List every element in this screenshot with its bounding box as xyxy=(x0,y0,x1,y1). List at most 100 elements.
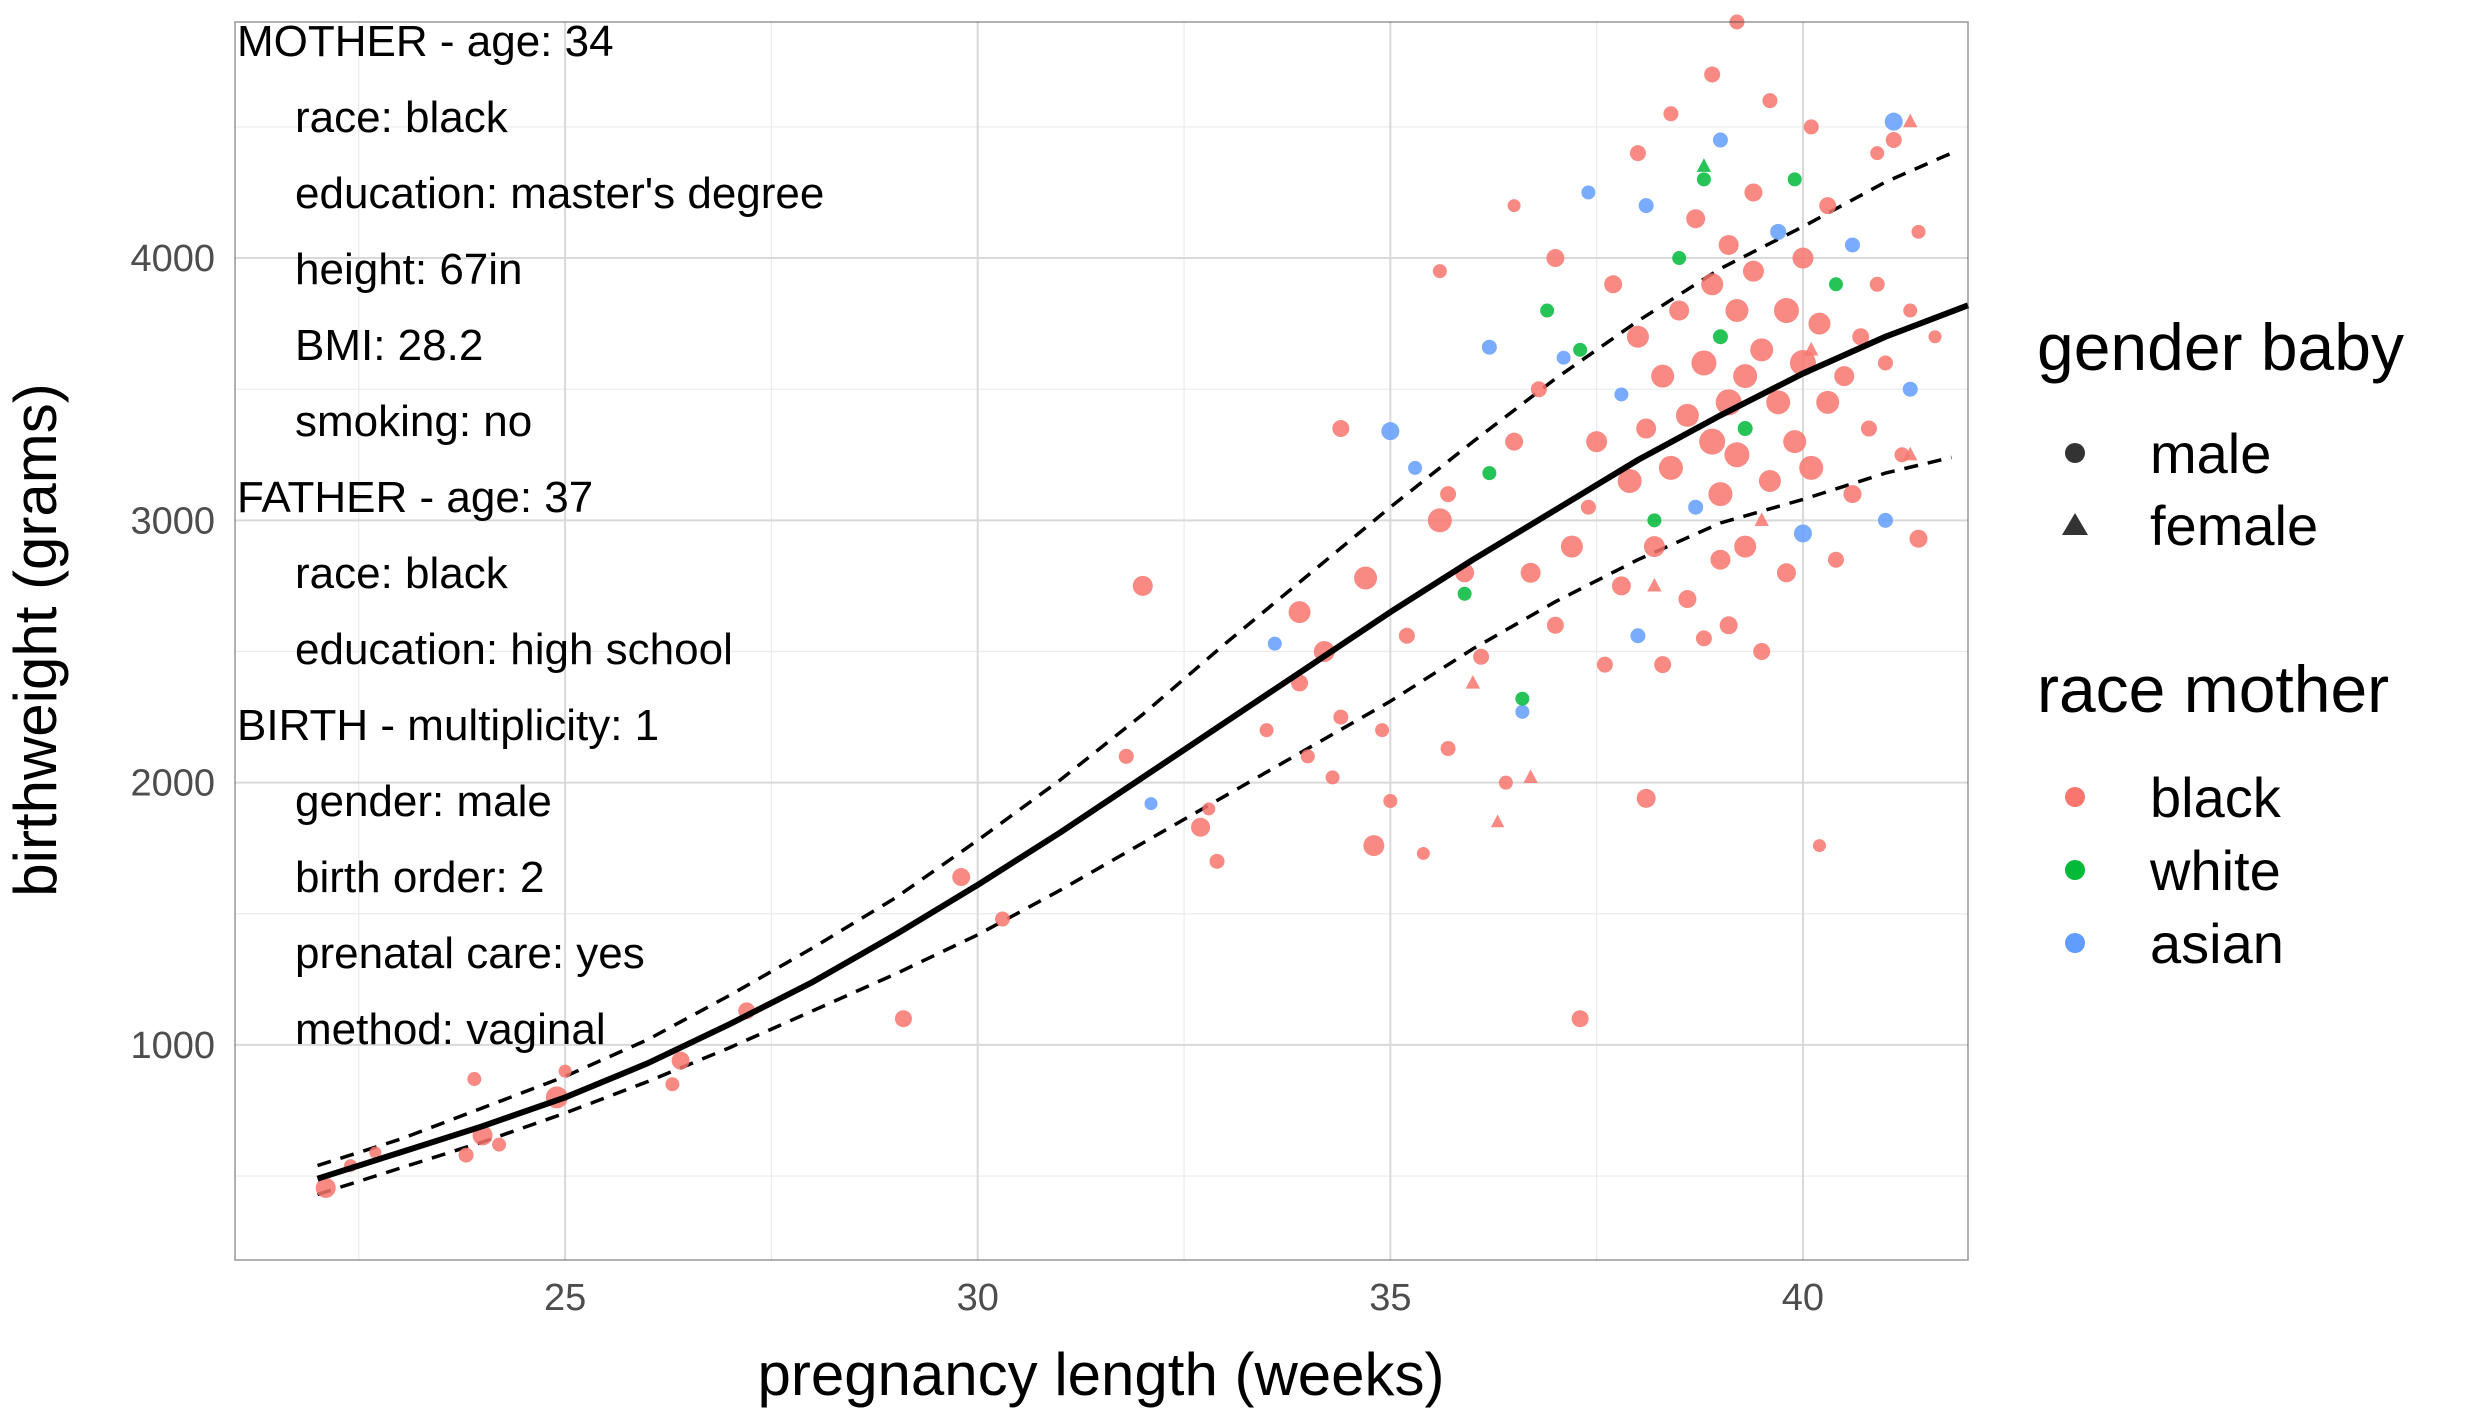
data-point xyxy=(1766,390,1791,415)
data-point xyxy=(1928,330,1942,344)
data-point xyxy=(1852,328,1870,346)
data-point xyxy=(1885,132,1902,149)
data-point xyxy=(467,1072,482,1087)
annotation-line: height: 67in xyxy=(295,245,523,294)
data-point xyxy=(1381,422,1400,441)
data-point xyxy=(1457,586,1472,601)
data-point xyxy=(1363,835,1385,857)
x-tick-label: 30 xyxy=(957,1277,999,1319)
legend-black-label: black xyxy=(2150,766,2282,829)
data-point xyxy=(1440,486,1457,503)
data-point xyxy=(1654,656,1672,674)
fit-line-group xyxy=(316,302,1970,1182)
data-point xyxy=(1440,741,1456,757)
data-point xyxy=(1691,350,1717,376)
data-point xyxy=(1530,381,1547,398)
data-point xyxy=(1695,630,1712,647)
data-point xyxy=(1465,674,1481,689)
data-point xyxy=(1884,112,1903,131)
data-point xyxy=(1911,224,1926,239)
data-point xyxy=(1580,499,1596,515)
data-point xyxy=(1571,1010,1589,1028)
annotation-line: MOTHER - age: 34 xyxy=(237,17,614,66)
data-point xyxy=(1643,536,1665,558)
x-tick-labels: 25 30 35 40 xyxy=(544,1277,1824,1319)
data-point xyxy=(1520,562,1541,583)
data-point xyxy=(1750,338,1774,362)
data-point xyxy=(1758,470,1781,493)
annotation-line: race: black xyxy=(295,549,509,598)
data-point xyxy=(1812,839,1826,853)
data-point xyxy=(1604,275,1623,294)
data-point xyxy=(492,1137,507,1152)
legend-male-key xyxy=(2065,443,2085,463)
panel-border xyxy=(234,21,1969,1261)
y-axis-title: birthweight (grams) xyxy=(2,383,69,897)
legend-gender: gender baby male female xyxy=(2037,310,2404,557)
data-point xyxy=(1877,355,1893,371)
data-points xyxy=(315,14,1942,1198)
annotation-block: MOTHER - age: 34 race: black education: ma… xyxy=(237,17,824,1054)
data-point xyxy=(1870,146,1885,161)
data-point xyxy=(1617,469,1642,494)
annotation-line: race: black xyxy=(295,93,509,142)
data-point xyxy=(1288,601,1311,624)
data-point xyxy=(1560,535,1583,558)
data-point xyxy=(1354,566,1378,590)
lower-band-line xyxy=(316,455,1952,1197)
annotation-line: education: high school xyxy=(295,625,733,674)
data-point xyxy=(1325,770,1340,785)
data-point xyxy=(1783,430,1807,454)
data-point xyxy=(1688,499,1704,515)
legend-female-label: female xyxy=(2150,494,2318,557)
data-point xyxy=(1719,616,1738,635)
data-point xyxy=(1828,277,1843,292)
data-point xyxy=(1505,432,1524,451)
grid-major xyxy=(235,22,1968,1260)
data-point xyxy=(1678,590,1697,609)
data-point xyxy=(1834,366,1855,387)
data-point xyxy=(1699,428,1726,455)
data-point xyxy=(1816,390,1840,414)
data-point xyxy=(1482,466,1497,481)
upper-band-line xyxy=(316,151,1953,1168)
data-point xyxy=(1804,341,1819,356)
data-point xyxy=(1675,403,1699,427)
legend-race: race mother black white asian xyxy=(2037,652,2389,975)
panel-background xyxy=(235,22,1968,1260)
data-point xyxy=(369,1146,382,1159)
data-point xyxy=(1118,748,1134,764)
data-point xyxy=(1490,814,1505,828)
fit-bands xyxy=(316,151,1953,1197)
y-tick-label: 3000 xyxy=(130,500,215,542)
data-point xyxy=(671,1051,690,1070)
data-point xyxy=(1672,251,1687,266)
data-point xyxy=(665,1077,680,1092)
data-point xyxy=(952,868,971,887)
data-point xyxy=(1877,512,1893,528)
data-point xyxy=(1701,273,1724,296)
annotation-line: birth order: 2 xyxy=(295,853,544,902)
data-point xyxy=(1803,119,1819,135)
data-point xyxy=(1375,723,1390,738)
data-point xyxy=(1869,276,1885,292)
data-point xyxy=(1383,793,1398,808)
data-point xyxy=(1202,802,1216,816)
legend-white-key xyxy=(2065,860,2085,880)
data-point xyxy=(1712,329,1728,345)
data-point xyxy=(1636,418,1657,439)
data-point xyxy=(1710,549,1731,570)
data-point xyxy=(1742,260,1764,282)
data-point xyxy=(1332,420,1350,438)
data-point xyxy=(1630,628,1646,644)
y-tick-label: 1000 xyxy=(130,1025,215,1067)
annotation-line: method: vaginal xyxy=(295,1005,606,1054)
fit-line xyxy=(316,302,1970,1182)
data-point xyxy=(1686,209,1706,229)
data-point xyxy=(1398,627,1415,644)
data-point xyxy=(1754,512,1769,526)
x-tick-label: 25 xyxy=(544,1277,586,1319)
data-point xyxy=(1696,158,1712,172)
data-point xyxy=(1793,524,1812,543)
data-point xyxy=(1636,788,1656,808)
